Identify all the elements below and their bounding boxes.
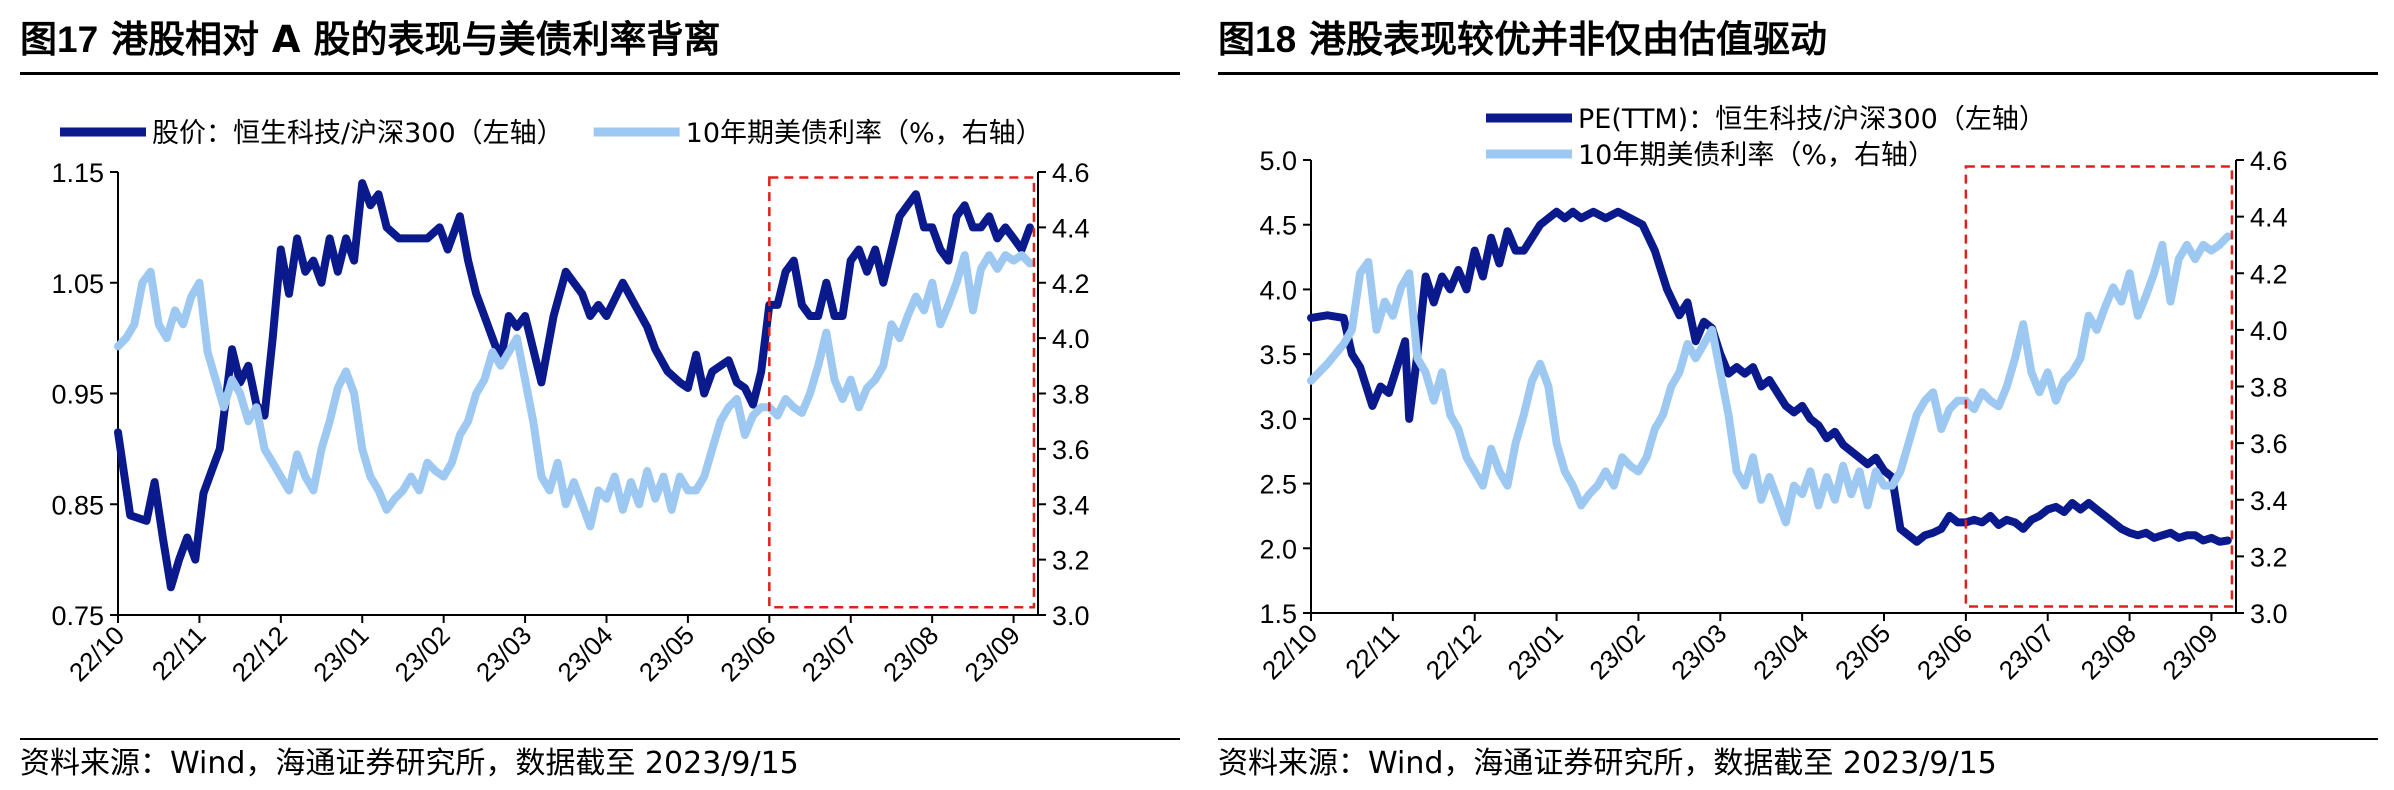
legend-label: 股价：恒生科技/沪深300（左轴）: [152, 118, 564, 149]
y-left-tick-label: 5.0: [1259, 146, 1297, 176]
y-left-tick-label: 2.5: [1259, 470, 1297, 500]
x-tick-label: 23/01: [1502, 618, 1569, 685]
x-tick-label: 22/12: [226, 620, 293, 687]
y-left-tick-label: 4.5: [1259, 211, 1297, 241]
series-line-light: [114, 251, 1034, 531]
legend: 股价：恒生科技/沪深300（左轴） 10年期美债利率（%，右轴）: [60, 118, 1043, 149]
highlight-box: [1964, 165, 2234, 608]
y-left-tick-label: 3.0: [1259, 405, 1297, 435]
y-right-tick-label: 4.4: [1052, 213, 1090, 243]
y-left-tick-label: 1.15: [51, 158, 104, 188]
y-right-tick-label: 4.4: [2250, 203, 2288, 233]
figure-title: 图18 港股表现较优并非仅由估值驱动: [1218, 8, 2378, 75]
figure-title-prefix: 图: [1218, 18, 1255, 61]
x-tick-label: 23/08: [877, 620, 944, 687]
y-right-tick-label: 4.0: [1052, 324, 1090, 354]
x-tick-label: 23/07: [1993, 618, 2060, 685]
figure-18-panel: 图18 港股表现较优并非仅由估值驱动 1.5 2.0 2.5 3.0 3.5 4.0 4.5…: [1218, 0, 2378, 790]
x-tick-label: 23/04: [1747, 618, 1814, 685]
figure-title-text: 港股相对 A 股的表现与美债利率背离: [111, 18, 721, 61]
figure-number: 17: [57, 19, 99, 60]
y-left-tick-label: 4.0: [1259, 275, 1297, 305]
x-tick-label: 23/03: [1665, 618, 1732, 685]
y-right-tick-label: 4.2: [1052, 269, 1090, 299]
y-right-tick-label: 3.0: [1052, 601, 1090, 631]
chart-pe-vs-ust-yield: 1.5 2.0 2.5 3.0 3.5 4.0 4.5 5.0 3.0 3.2 3.4 3.6 3.8 4…: [1256, 104, 2288, 685]
y-right-tick-label: 3.0: [2250, 599, 2288, 629]
y-right-tick-label: 4.6: [2250, 146, 2288, 176]
x-tick-label: 22/11: [146, 620, 212, 686]
figure-title-prefix: 图: [20, 18, 57, 61]
source-note: 资料来源：Wind，海通证券研究所，数据截至 2023/9/15: [20, 738, 1180, 788]
y-right-tick-label: 3.4: [2250, 486, 2288, 516]
series-line-light: [1307, 232, 2232, 527]
y-left-tick-label: 1.5: [1259, 599, 1297, 629]
x-tick-label: 23/07: [796, 620, 863, 687]
chart-hstech-vs-ust-yield: 0.75 0.85 0.95 1.05 1.15 3.0 3.2 3.4 3.6 3.8 4.0 4.…: [51, 118, 1090, 687]
y-left-tick-label: 3.5: [1259, 340, 1297, 370]
x-tick-label: 23/09: [2156, 618, 2223, 685]
x-tick-label: 23/09: [959, 620, 1026, 687]
y-right-tick-label: 3.8: [2250, 373, 2288, 403]
x-tick-label: 23/02: [1583, 618, 1650, 685]
figure-number: 18: [1255, 19, 1297, 60]
y-right-tick-label: 3.2: [1052, 546, 1090, 576]
y-left-tick-label: 0.85: [51, 490, 104, 520]
source-note: 资料来源：Wind，海通证券研究所，数据截至 2023/9/15: [1218, 738, 2378, 788]
legend-label: 10年期美债利率（%，右轴）: [686, 118, 1043, 149]
x-tick-label: 23/02: [389, 620, 456, 687]
y-right-tick-label: 3.4: [1052, 490, 1090, 520]
y-right-tick-label: 4.0: [2250, 316, 2288, 346]
x-tick-label: 23/06: [1911, 618, 1978, 685]
series-line-dark: [1307, 207, 2232, 546]
x-tick-label: 23/04: [552, 620, 619, 687]
x-tick-label: 23/03: [470, 620, 537, 687]
figure-title-text: 港股表现较优并非仅由估值驱动: [1309, 18, 1828, 61]
legend-label: 10年期美债利率（%，右轴）: [1578, 140, 1935, 171]
y-right-tick-label: 3.2: [2250, 542, 2288, 572]
x-tick-label: 23/06: [714, 620, 781, 687]
y-left-tick-label: 0.75: [51, 601, 104, 631]
legend: PE(TTM)：恒生科技/沪深300（左轴） 10年期美债利率（%，右轴）: [1486, 104, 2046, 171]
y-right-tick-label: 3.6: [1052, 435, 1090, 465]
x-tick-label: 23/05: [1829, 618, 1896, 685]
y-left-tick-label: 2.0: [1259, 534, 1297, 564]
series-line-dark: [114, 179, 1034, 592]
x-tick-label: 23/05: [633, 620, 700, 687]
x-tick-label: 22/12: [1420, 618, 1487, 685]
x-tick-label: 23/08: [2075, 618, 2142, 685]
y-right-tick-label: 4.2: [2250, 259, 2288, 289]
highlight-box: [768, 176, 1036, 609]
y-right-tick-label: 3.6: [2250, 429, 2288, 459]
y-right-tick-label: 3.8: [1052, 380, 1090, 410]
y-right-tick-label: 4.6: [1052, 158, 1090, 188]
x-tick-label: 22/11: [1339, 618, 1405, 684]
figure-title: 图17 港股相对 A 股的表现与美债利率背离: [20, 8, 1180, 75]
y-left-tick-label: 1.05: [51, 269, 104, 299]
legend-label: PE(TTM)：恒生科技/沪深300（左轴）: [1578, 104, 2046, 135]
y-left-tick-label: 0.95: [51, 380, 104, 410]
figure-17-panel: 图17 港股相对 A 股的表现与美债利率背离 0.75 0.85 0.95 1.05 1…: [20, 0, 1180, 790]
x-tick-label: 23/01: [307, 620, 374, 687]
